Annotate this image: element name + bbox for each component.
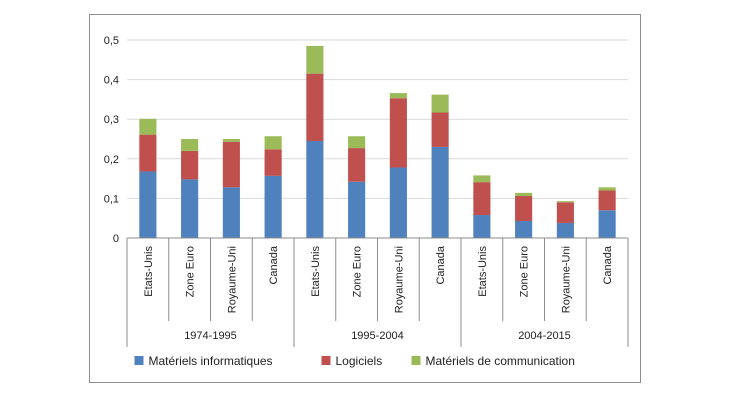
bar-segment: [473, 215, 491, 238]
category-label: Etats-Unis: [310, 246, 322, 297]
bar-segment: [306, 45, 324, 74]
legend-swatch: [411, 356, 421, 365]
bar-segment: [556, 202, 574, 223]
bar-segment: [598, 187, 616, 191]
bar-segment: [515, 220, 533, 238]
group-label: 1974-1995: [184, 330, 237, 342]
bar-segment: [389, 167, 407, 238]
bar-segment: [515, 192, 533, 197]
bar-segment: [181, 139, 199, 151]
bar-segment: [306, 140, 324, 238]
bar-segment: [389, 98, 407, 168]
bar-segment: [139, 171, 157, 238]
category-label: Zone Euro: [185, 246, 197, 297]
category-label: Canada: [268, 245, 280, 284]
bar-segment: [473, 182, 491, 216]
y-tick-label: 0: [113, 233, 119, 245]
bar-segment: [556, 201, 574, 203]
bar-segment: [139, 134, 157, 172]
bar-segment: [264, 175, 282, 238]
category-label: Zone Euro: [352, 246, 364, 297]
bar-segment: [598, 210, 616, 238]
y-tick-label: 0,4: [104, 75, 119, 87]
bar-segment: [389, 93, 407, 99]
bar-segment: [473, 175, 491, 183]
bar-segment: [431, 94, 449, 113]
bar-segment: [222, 141, 240, 188]
legend-swatch: [134, 356, 144, 365]
bar-segment: [264, 149, 282, 176]
category-label: Royaume-Uni: [393, 246, 405, 313]
group-label: 2004-2015: [518, 330, 571, 342]
bar-segment: [348, 148, 366, 182]
category-label: Royaume-Uni: [226, 246, 238, 313]
bar-segment: [348, 136, 366, 149]
bar-segment: [264, 136, 282, 150]
legend-swatch: [321, 356, 331, 365]
group-label: 1995-2004: [351, 330, 404, 342]
category-label: Canada: [435, 245, 447, 284]
category-label: Etats-Unis: [143, 246, 155, 297]
bar-segment: [181, 150, 199, 180]
bar-segment: [222, 187, 240, 238]
legend-label: Logiciels: [336, 354, 383, 368]
legend-label: Matériels de communication: [426, 354, 575, 368]
category-label: Zone Euro: [519, 246, 531, 297]
bar-segment: [515, 196, 533, 221]
stacked-bar-chart: 0 0,1 0,2 0,3 0,4 0,5 Etats-Unis Zone Euro Royau…: [104, 35, 629, 368]
bar-segment: [598, 190, 616, 211]
bar-segment: [222, 139, 240, 142]
y-tick-label: 0,5: [104, 35, 119, 47]
category-label: Canada: [602, 245, 614, 284]
bar-segment: [139, 118, 157, 135]
category-label: Etats-Unis: [477, 246, 489, 297]
bar-segment: [348, 181, 366, 238]
bar-segment: [431, 112, 449, 147]
bar-segment: [431, 146, 449, 238]
legend-label: Matériels informatiques: [149, 354, 273, 368]
y-tick-label: 0,3: [104, 114, 119, 126]
bar-segment: [556, 222, 574, 238]
bar-segment: [306, 73, 324, 141]
bar-segment: [181, 179, 199, 238]
category-label: Royaume-Uni: [560, 246, 572, 313]
y-tick-label: 0,1: [104, 193, 119, 205]
y-tick-label: 0,2: [104, 154, 119, 166]
chart-frame: 0 0,1 0,2 0,3 0,4 0,5 Etats-Unis Zone Euro Royau…: [89, 14, 641, 383]
